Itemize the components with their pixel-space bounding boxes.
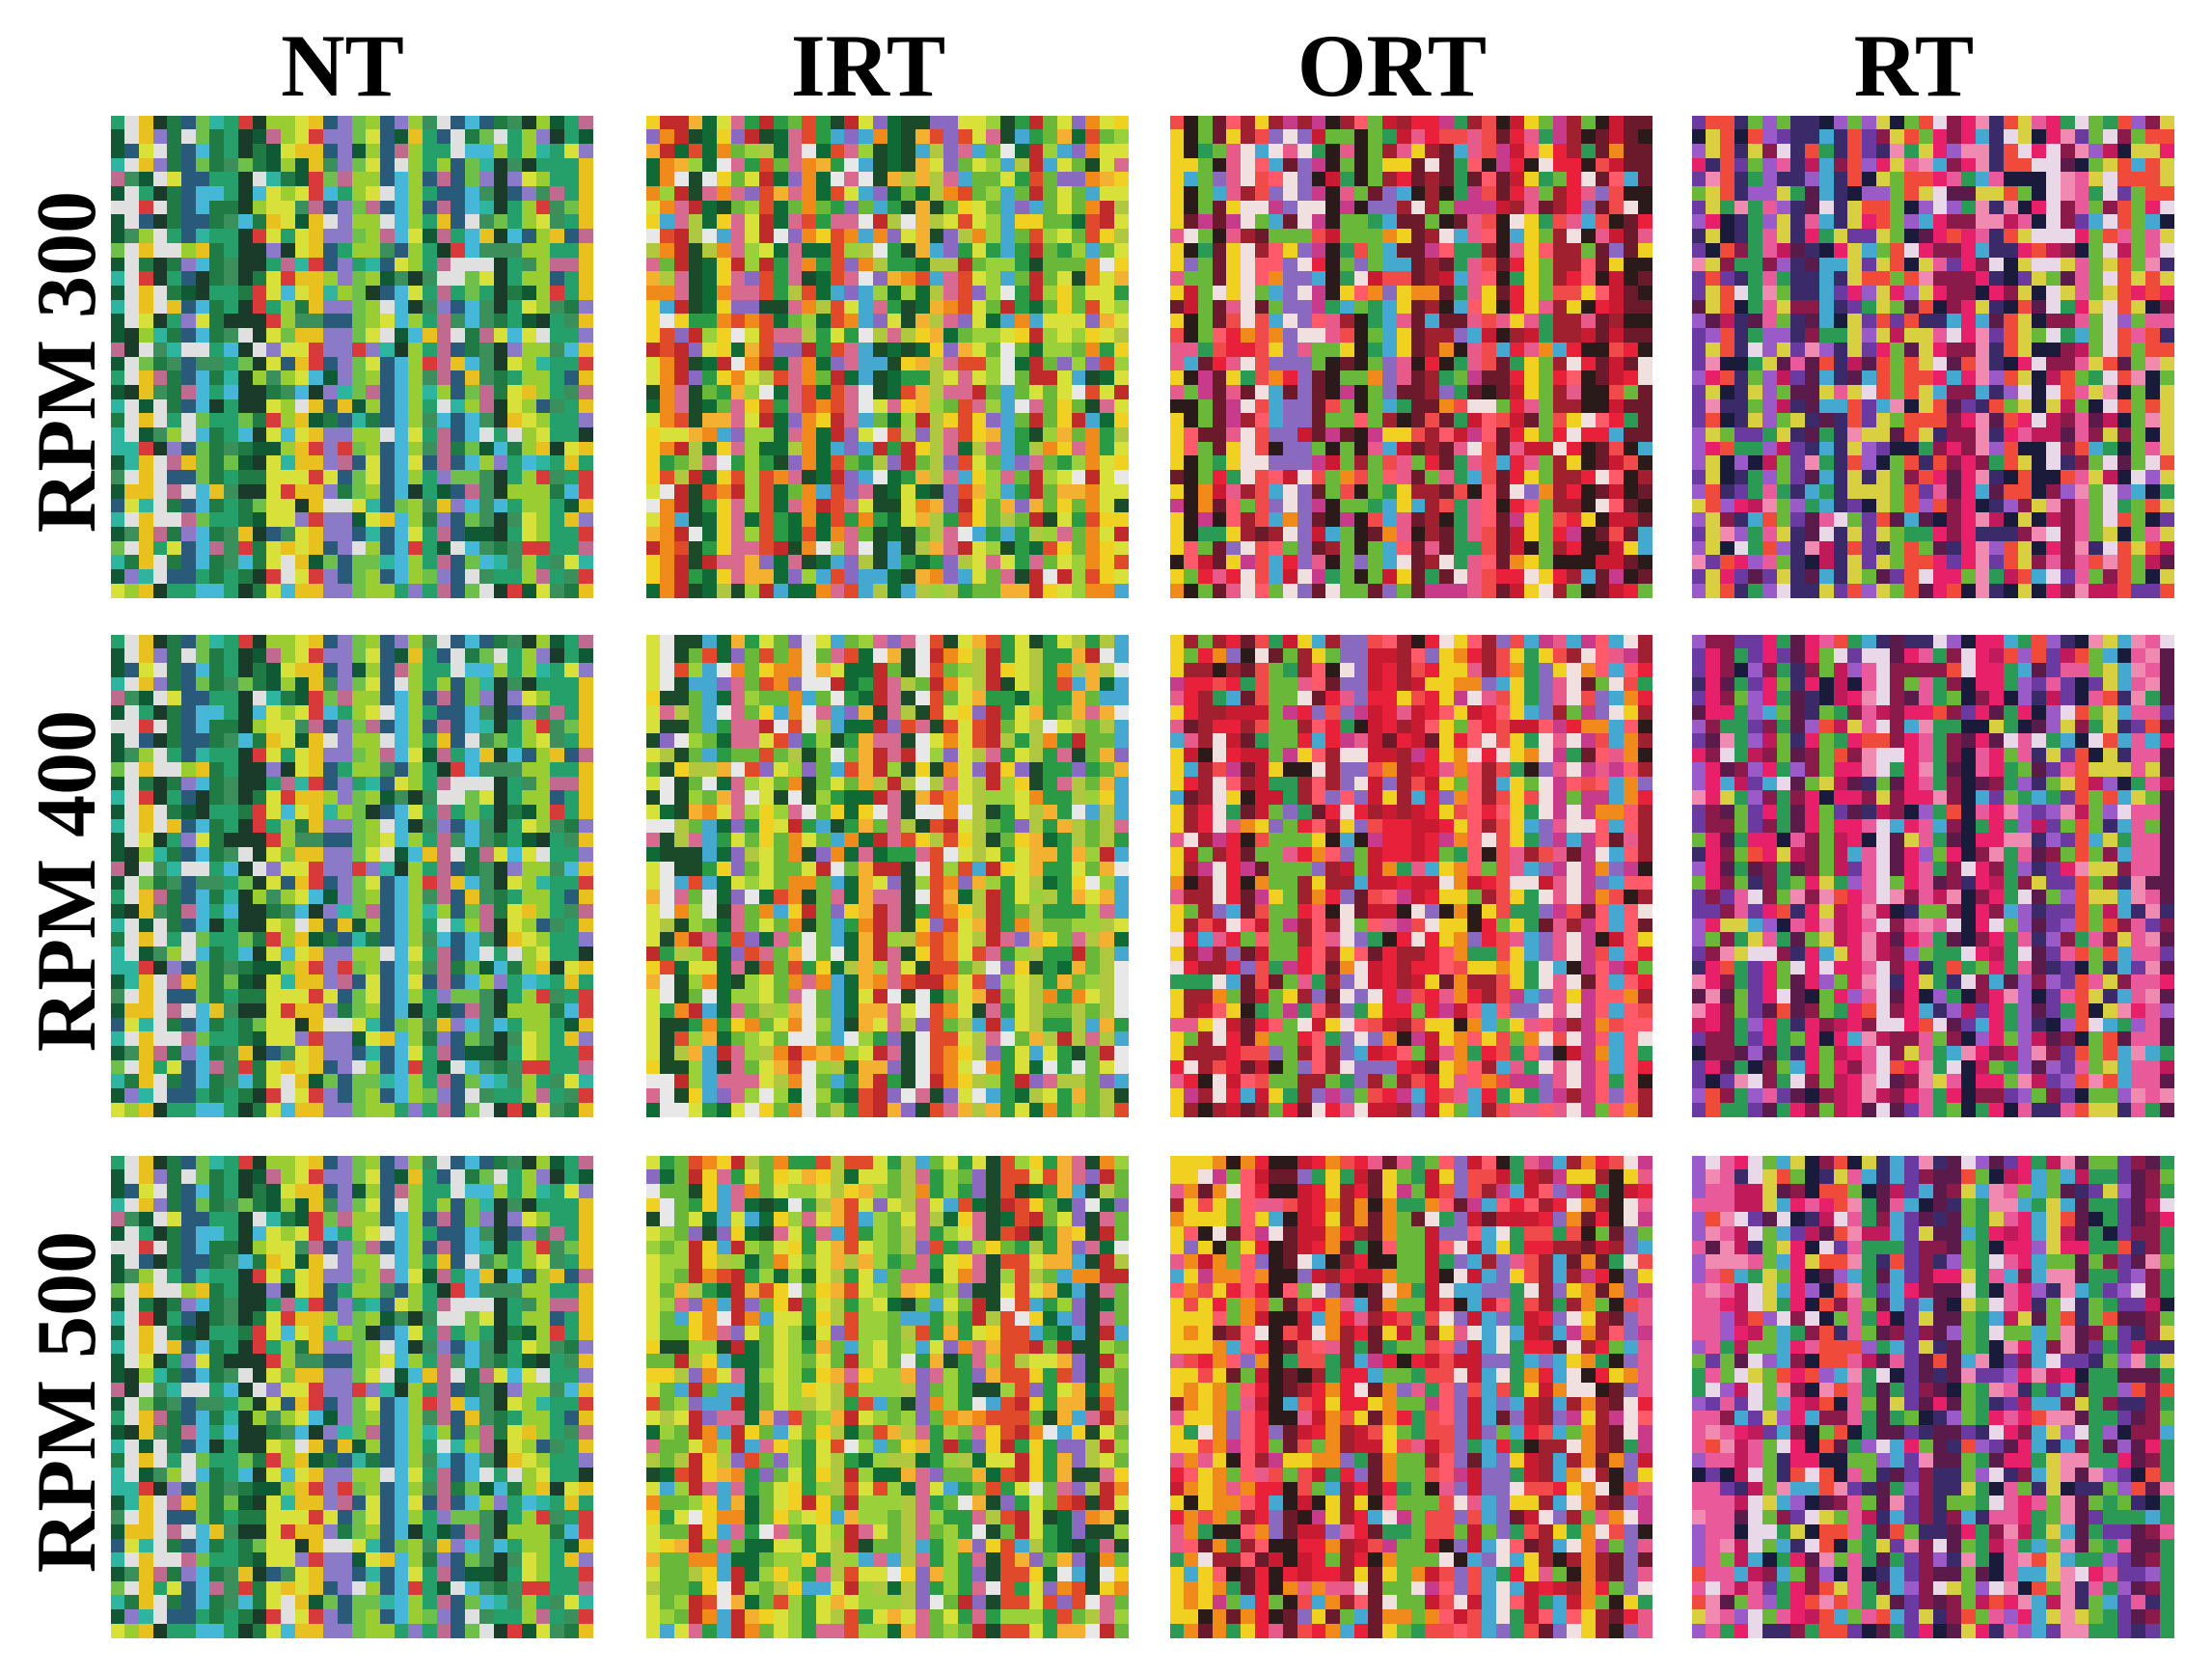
pixel-panel-irt-rpm-500: [646, 1156, 1129, 1638]
row-label-text: RPM 500: [20, 1230, 114, 1574]
pixel-panel-nt-rpm-300: [111, 116, 593, 598]
column-label-irt: IRT: [790, 16, 946, 115]
row-label-text: RPM 300: [20, 190, 114, 534]
pixel-panel-ort-rpm-500: [1170, 1156, 1652, 1638]
pixel-panel-nt-rpm-500: [111, 1156, 593, 1638]
pixel-panel-nt-rpm-400: [111, 635, 593, 1117]
pixel-panel-rt-rpm-500: [1692, 1156, 2174, 1638]
row-label-rpm-500: RPM 500: [19, 1156, 116, 1648]
column-label-ort: ORT: [1297, 16, 1488, 115]
pixel-panel-ort-rpm-400: [1170, 635, 1652, 1117]
pixel-panel-rt-rpm-300: [1692, 116, 2174, 598]
pixel-panel-irt-rpm-300: [646, 116, 1129, 598]
pixel-panel-ort-rpm-300: [1170, 116, 1652, 598]
pixel-panel-irt-rpm-400: [646, 635, 1129, 1117]
row-label-rpm-300: RPM 300: [19, 116, 116, 608]
column-label-rt: RT: [1853, 16, 1975, 115]
row-label-text: RPM 400: [20, 709, 114, 1053]
row-label-rpm-400: RPM 400: [19, 635, 116, 1127]
column-label-nt: NT: [281, 16, 404, 115]
pixel-panel-rt-rpm-400: [1692, 635, 2174, 1117]
